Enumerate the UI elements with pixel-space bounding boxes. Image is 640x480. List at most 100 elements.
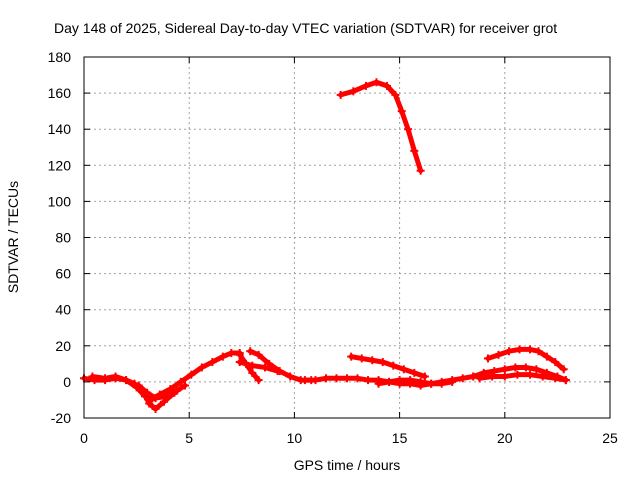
y-tick-label: 160	[48, 85, 72, 101]
y-tick-label: 80	[55, 230, 71, 246]
data-point	[406, 376, 415, 385]
data-point	[385, 377, 394, 386]
chart-title: Day 148 of 2025, Sidereal Day-to-day VTE…	[54, 20, 557, 36]
data-point	[532, 365, 541, 374]
data-point	[389, 361, 398, 370]
y-tick-label: -20	[51, 410, 71, 426]
data-point	[391, 90, 400, 99]
data-point	[286, 372, 295, 381]
y-tick-label: 40	[55, 302, 71, 318]
data-point	[410, 146, 419, 155]
data-point	[448, 377, 457, 386]
data-point	[427, 379, 436, 388]
data-point	[197, 363, 206, 372]
data-point	[500, 365, 509, 374]
data-point	[364, 376, 373, 385]
data-point	[410, 368, 419, 377]
data-point	[382, 81, 391, 90]
data-point	[538, 372, 547, 381]
data-point	[490, 367, 499, 376]
y-tick-label: 100	[48, 193, 72, 209]
data-point	[374, 379, 383, 388]
data-point	[505, 347, 514, 356]
data-point	[332, 374, 341, 383]
y-tick-label: 20	[55, 338, 71, 354]
data-point	[551, 358, 560, 367]
series-track-early-3	[134, 381, 189, 403]
y-tick-label: 60	[55, 266, 71, 282]
grid-layer	[84, 57, 610, 418]
data-point	[500, 372, 509, 381]
data-point	[378, 358, 387, 367]
data-point	[260, 363, 269, 372]
data-point	[416, 166, 425, 175]
data-point	[526, 370, 535, 379]
data-point	[208, 358, 217, 367]
data-point	[361, 81, 370, 90]
data-point	[542, 352, 551, 361]
series-track-late-high	[483, 345, 568, 374]
data-point	[180, 381, 189, 390]
series-line	[470, 364, 569, 383]
data-point	[559, 365, 568, 374]
data-point	[145, 399, 154, 408]
data-point	[372, 78, 381, 87]
data-point	[515, 345, 524, 354]
x-axis-label: GPS time / hours	[294, 457, 401, 473]
data-point	[248, 361, 257, 370]
series-track-mid-desc	[347, 352, 429, 381]
data-point	[227, 349, 236, 358]
data-point	[218, 352, 227, 361]
x-tick-label: 20	[497, 430, 513, 446]
data-point	[513, 370, 522, 379]
data-point	[395, 376, 404, 385]
data-point	[235, 358, 244, 367]
data-point	[511, 363, 520, 372]
data-point	[246, 347, 255, 356]
series-track-high	[336, 78, 425, 175]
series-line	[237, 352, 262, 383]
data-point	[416, 377, 425, 386]
data-point	[353, 374, 362, 383]
data-point	[561, 376, 570, 385]
data-point	[475, 374, 484, 383]
data-layer	[80, 78, 570, 413]
y-tick-label: 120	[48, 157, 72, 173]
series-line	[237, 359, 281, 374]
y-tick-label: 0	[63, 374, 71, 390]
data-point	[176, 377, 185, 386]
data-point	[551, 374, 560, 383]
x-tick-label: 0	[80, 430, 88, 446]
data-point	[343, 374, 351, 383]
y-axis-label: SDTVAR / TECUs	[5, 181, 21, 293]
data-point	[336, 90, 345, 99]
plot-frame	[83, 56, 611, 419]
y-tick-label: 140	[48, 121, 72, 137]
data-point	[151, 394, 160, 403]
data-point	[273, 367, 282, 376]
data-point	[300, 376, 309, 385]
data-point	[397, 107, 406, 116]
data-point	[143, 388, 152, 397]
data-point	[404, 125, 413, 134]
series-track-late-low	[475, 370, 570, 385]
x-tick-label: 10	[287, 430, 303, 446]
data-point	[151, 404, 160, 413]
x-tick-label: 5	[185, 430, 193, 446]
data-point	[368, 356, 377, 365]
data-point	[488, 372, 497, 381]
data-point	[134, 381, 143, 390]
data-point	[534, 347, 543, 356]
x-tick-label: 15	[392, 430, 408, 446]
data-point	[101, 374, 110, 383]
data-point	[420, 372, 429, 381]
data-point	[254, 376, 263, 385]
data-point	[483, 354, 492, 363]
data-point	[347, 352, 356, 361]
tick-layer: 0 5 10 15 20 25 -20 0 20 40 60 80 100 120 140 160 180	[48, 49, 618, 446]
data-point	[172, 386, 181, 395]
data-point	[399, 365, 408, 374]
x-tick-label: 25	[602, 430, 618, 446]
data-point	[349, 87, 358, 96]
